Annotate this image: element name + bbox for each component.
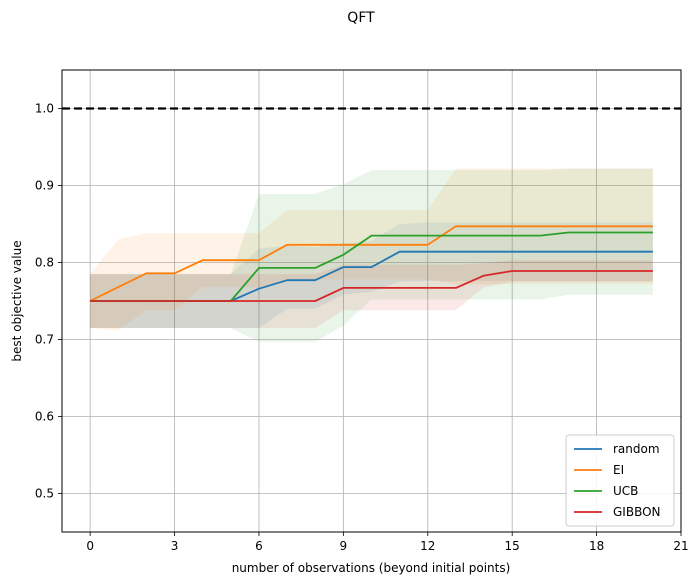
band-gibbon (90, 260, 653, 328)
legend: random EI UCB GIBBON (565, 434, 675, 527)
y-tick-label: 1.0 (35, 102, 54, 116)
x-tick-label: 12 (420, 539, 435, 553)
legend-label: GIBBON (613, 505, 661, 519)
y-tick-label: 0.5 (35, 487, 54, 501)
chart-title: QFT (347, 10, 375, 26)
legend-label: UCB (613, 484, 638, 498)
band-ucb (90, 168, 653, 342)
line-gibbon (90, 270, 653, 302)
series-lines (89, 225, 653, 302)
y-axis-label: best objective value (10, 240, 24, 361)
x-tick-label: 15 (505, 539, 520, 553)
x-axis-label: number of observations (beyond initial p… (232, 561, 511, 575)
legend-label: EI (613, 463, 624, 477)
x-axis-ticks: 0 3 6 9 12 15 18 21 (86, 532, 689, 553)
x-tick-label: 3 (171, 539, 179, 553)
y-tick-label: 0.6 (35, 410, 54, 424)
y-tick-label: 0.9 (35, 179, 54, 193)
legend-label: random (613, 442, 660, 456)
y-tick-label: 0.8 (35, 256, 54, 270)
band-ei (90, 168, 653, 331)
x-tick-label: 0 (86, 539, 94, 553)
x-tick-label: 9 (340, 539, 348, 553)
line-ei (89, 225, 653, 302)
x-tick-label: 21 (673, 539, 688, 553)
legend-box (565, 434, 675, 527)
x-tick-label: 18 (589, 539, 604, 553)
plot-frame (61, 69, 682, 533)
y-axis-ticks: 0.5 0.6 0.7 0.8 0.9 1.0 (35, 102, 62, 501)
x-tick-label: 6 (255, 539, 263, 553)
y-tick-label: 0.7 (35, 333, 54, 347)
